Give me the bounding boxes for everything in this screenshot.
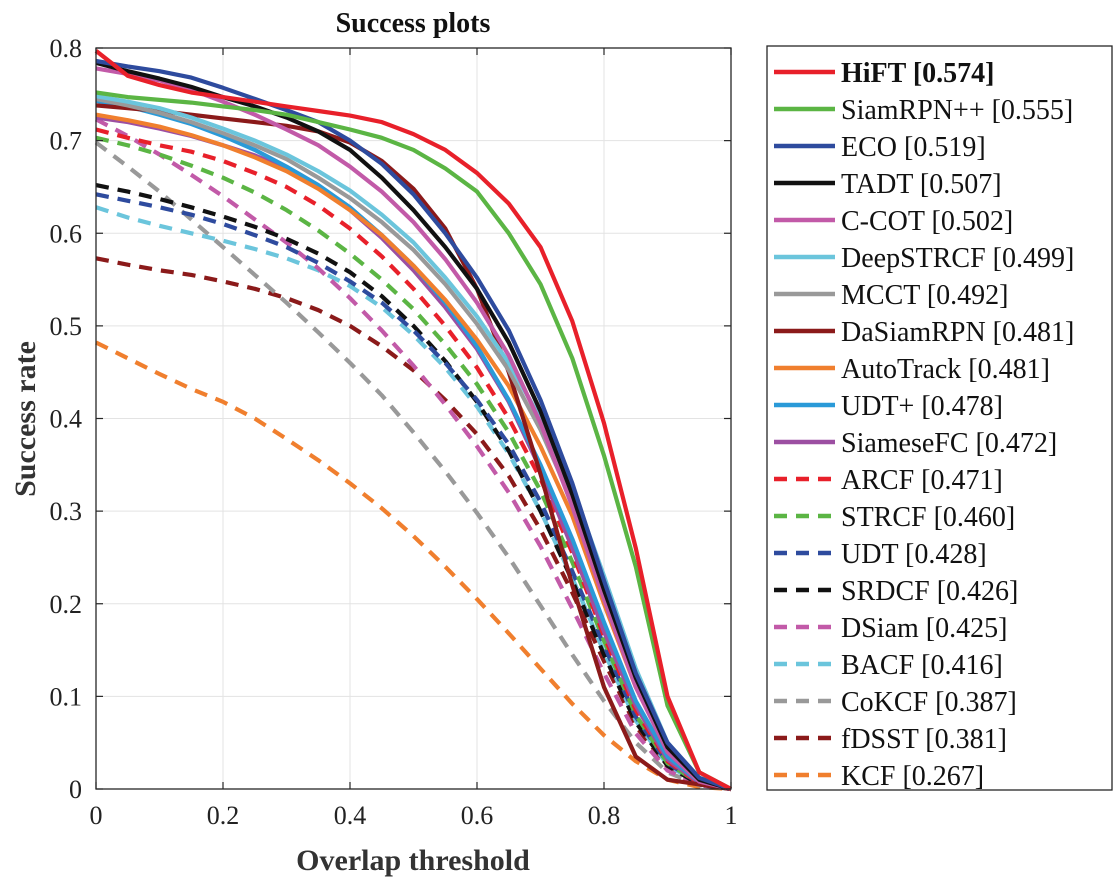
y-tick-label: 0.7 — [50, 127, 83, 156]
series-line-dsiam — [95, 117, 732, 792]
legend-entry-fdsst: fDSST [0.381] — [841, 724, 1007, 755]
legend: HiFT [0.574] SiamRPN++ [0.555] ECO [0.519]… — [774, 58, 1074, 792]
legend-entry-tadt: TADT [0.507] — [841, 169, 1002, 200]
y-tick-label: 0.1 — [50, 682, 83, 711]
x-tick-label: 0.8 — [588, 801, 621, 830]
series-line-kcf — [95, 340, 732, 792]
legend-entry-siamesefc: SiameseFC [0.472] — [841, 428, 1057, 459]
legend-entry-udt: UDT [0.428] — [841, 539, 987, 570]
legend-entry-cokcf: CoKCF [0.387] — [841, 687, 1017, 718]
legend-entry-bacf: BACF [0.416] — [841, 650, 1003, 681]
series-line-strcf — [95, 135, 732, 792]
chart-title: Success plots — [336, 8, 491, 39]
y-tick-label: 0.2 — [50, 590, 83, 619]
series-line-siamrpn- — [95, 90, 732, 791]
legend-entry-kcf: KCF [0.267] — [841, 761, 984, 792]
x-tick-label: 0.6 — [461, 801, 494, 830]
legend-entry-arcf: ARCF [0.471] — [841, 465, 1003, 496]
legend-entry-strcf: STRCF [0.460] — [841, 502, 1015, 533]
legend-entry-hift: HiFT [0.574] — [841, 58, 994, 89]
x-tick-label: 0.2 — [207, 801, 240, 830]
legend-entry-udt-: UDT+ [0.478] — [841, 391, 1003, 422]
legend-entry-srdcf: SRDCF [0.426] — [841, 576, 1018, 607]
y-axis-label: Success rate — [9, 341, 42, 497]
y-tick-label: 0.6 — [50, 219, 83, 248]
x-tick-label: 0 — [90, 801, 103, 830]
series-line-dasiamrpn — [95, 103, 732, 792]
series-line-hift — [94, 49, 732, 791]
legend-entry-mcct: MCCT [0.492] — [841, 280, 1009, 311]
y-tick-label: 0.8 — [50, 34, 83, 63]
legend-entry-c-cot: C-COT [0.502] — [841, 206, 1013, 237]
y-axis-ticks: 0 0.1 0.2 0.3 0.4 0.5 0.6 0.7 0.8 — [50, 34, 731, 804]
y-tick-label: 0.4 — [50, 405, 83, 434]
y-tick-label: 0.5 — [50, 312, 83, 341]
legend-entry-eco: ECO [0.519] — [841, 132, 986, 163]
series-line-eco — [95, 58, 732, 791]
legend-entry-dsiam: DSiam [0.425] — [841, 613, 1007, 644]
x-axis-ticks: 0 0.2 0.4 0.6 0.8 1 — [90, 48, 738, 830]
y-tick-label: 0.3 — [50, 497, 83, 526]
series-line-udt — [95, 192, 732, 792]
legend-entry-siamrpn-: SiamRPN++ [0.555] — [841, 95, 1073, 126]
y-tick-label: 0 — [69, 775, 82, 804]
series-layer — [94, 49, 732, 792]
series-line-srdcf — [95, 183, 732, 792]
x-axis-label: Overlap threshold — [296, 844, 530, 877]
x-tick-label: 1 — [725, 801, 738, 830]
series-line-fdsst — [95, 256, 732, 792]
legend-entry-autotrack: AutoTrack [0.481] — [841, 354, 1050, 385]
legend-entry-deepstrcf: DeepSTRCF [0.499] — [841, 243, 1074, 274]
legend-entry-dasiamrpn: DaSiamRPN [0.481] — [841, 317, 1074, 348]
x-tick-label: 0.4 — [334, 801, 367, 830]
